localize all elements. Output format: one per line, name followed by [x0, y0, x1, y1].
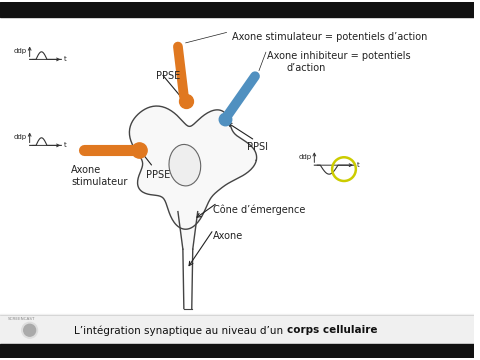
- Text: Axone
stimulateur: Axone stimulateur: [71, 165, 128, 187]
- Circle shape: [22, 322, 37, 338]
- Polygon shape: [130, 106, 257, 229]
- Text: PPSE: PPSE: [146, 170, 170, 180]
- Text: Axone: Axone: [213, 231, 243, 242]
- Text: L’intégration synaptique au niveau d’un: L’intégration synaptique au niveau d’un: [74, 325, 287, 336]
- Text: Axone stimulateur = potentiels d’action: Axone stimulateur = potentiels d’action: [232, 32, 428, 42]
- Text: corps cellulaire: corps cellulaire: [287, 325, 377, 335]
- Text: PPSI: PPSI: [247, 143, 268, 152]
- Text: Axone inhibiteur = potentiels: Axone inhibiteur = potentiels: [267, 51, 410, 62]
- Text: t: t: [357, 162, 360, 168]
- Text: SCREENCAST: SCREENCAST: [8, 318, 36, 321]
- Text: ddp: ddp: [13, 134, 27, 140]
- Text: Cône d’émergence: Cône d’émergence: [213, 205, 305, 215]
- Text: ddp: ddp: [13, 48, 27, 54]
- Bar: [0, 2, 474, 17]
- Polygon shape: [178, 212, 198, 249]
- Text: d’action: d’action: [287, 63, 326, 73]
- Ellipse shape: [169, 144, 201, 186]
- Bar: [0, 314, 474, 344]
- Text: ddp: ddp: [298, 154, 312, 160]
- Text: t: t: [64, 143, 67, 148]
- Text: PPSE: PPSE: [156, 71, 180, 81]
- Bar: [0, 344, 474, 358]
- Circle shape: [24, 324, 36, 336]
- Text: t: t: [64, 57, 67, 62]
